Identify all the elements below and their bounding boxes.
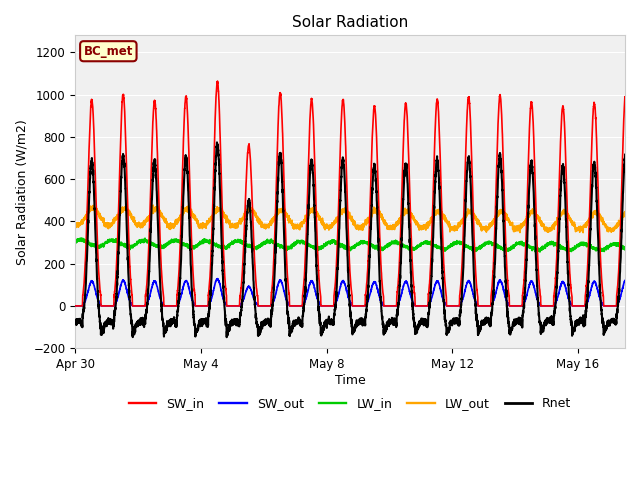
Y-axis label: Solar Radiation (W/m2): Solar Radiation (W/m2) — [15, 119, 28, 264]
Legend: SW_in, SW_out, LW_in, LW_out, Rnet: SW_in, SW_out, LW_in, LW_out, Rnet — [124, 392, 577, 415]
X-axis label: Time: Time — [335, 374, 365, 387]
Title: Solar Radiation: Solar Radiation — [292, 15, 408, 30]
Text: BC_met: BC_met — [84, 45, 133, 58]
